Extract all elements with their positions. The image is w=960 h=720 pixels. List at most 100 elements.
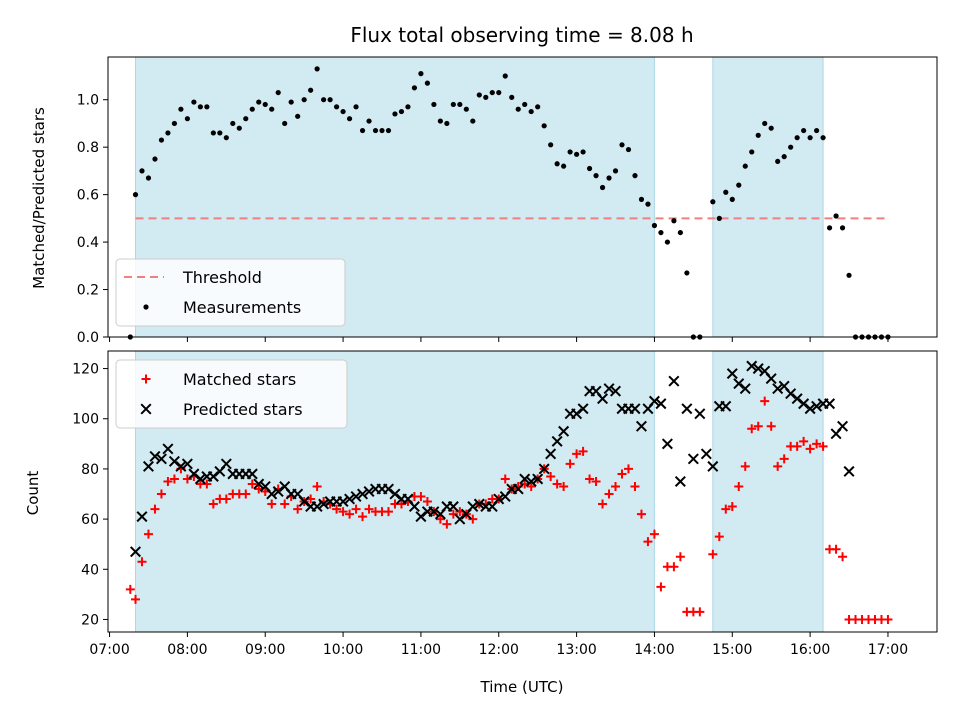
measurement-point [476, 92, 482, 98]
matched-stars-point [591, 476, 601, 486]
measurement-point [275, 89, 281, 96]
matched-stars-point [760, 396, 770, 406]
measurement-point [814, 127, 820, 134]
measurement-point [496, 89, 502, 96]
measurement-point [295, 113, 301, 119]
predicted-stars-point [350, 491, 362, 503]
measurement-point [424, 80, 431, 86]
predicted-stars-point [519, 473, 531, 485]
bottom-plot-frame [107, 350, 938, 633]
measurement-point [405, 104, 411, 110]
measurement-point [567, 149, 573, 155]
measurement-point [807, 135, 813, 141]
measurement-point [301, 97, 307, 103]
measurement-point [463, 106, 469, 112]
predicted-stars-point [162, 443, 174, 455]
matched-stars-point [345, 509, 355, 519]
matched-stars-point [559, 481, 569, 491]
measurement-point [288, 99, 294, 105]
measurement-point [132, 192, 139, 198]
matched-stars-point [636, 509, 646, 519]
predicted-stars-point [246, 468, 258, 480]
matched-stars-point [604, 489, 614, 499]
predicted-stars-point [298, 496, 310, 508]
measurement-point [625, 146, 632, 153]
bottom-legend-box [115, 359, 348, 429]
measurement-point [554, 161, 560, 167]
predicted-stars-point [408, 501, 420, 513]
top-y-tick-label: 0.8 [77, 140, 99, 156]
matched-stars-point [468, 514, 478, 524]
top-panel: 0.0 0.2 0.4 0.6 0.8 1.0 Threshold Measurements [77, 56, 938, 346]
measurement-point [353, 104, 359, 110]
matched-stars-point [714, 532, 724, 542]
matched-stars-point [546, 471, 556, 481]
measurement-point [632, 173, 638, 179]
matched-stars-point [598, 499, 608, 509]
predicted-stars-point [720, 400, 732, 412]
predicted-stars-point [648, 395, 660, 407]
measurement-point [444, 120, 450, 127]
predicted-stars-point [129, 546, 142, 558]
measurement-point [282, 120, 288, 127]
matched-stars-point [131, 594, 141, 604]
predicted-stars-point [428, 506, 440, 518]
predicted-stars-point [467, 501, 479, 513]
top-y-tick-label: 1.0 [77, 93, 99, 109]
top-y-tick-label: 0.4 [77, 235, 99, 251]
predicted-stars-point [473, 498, 485, 510]
predicted-stars-point [175, 460, 187, 472]
matched-stars-point [312, 481, 322, 491]
measurement-point [204, 104, 210, 110]
measurement-point [528, 108, 534, 115]
measurement-point [515, 106, 521, 112]
measurement-point [139, 168, 145, 174]
measurement-point [781, 154, 787, 160]
matched-stars-point [773, 461, 783, 471]
measurement-point [450, 101, 456, 108]
matched-stars-point [753, 421, 763, 431]
predicted-stars-point [772, 383, 784, 395]
predicted-stars-point [415, 511, 427, 523]
matched-stars-point [396, 499, 406, 509]
predicted-stars-point [188, 468, 200, 480]
measurement-point [379, 127, 385, 134]
measurement-point [262, 101, 268, 108]
matched-stars-point [416, 492, 426, 502]
measurement-point [152, 156, 158, 162]
legend-matched-swatch [141, 374, 151, 384]
measurement-point [586, 165, 593, 172]
predicted-stars-point [207, 470, 219, 482]
predicted-stars-point [765, 373, 777, 385]
matched-stars-point [565, 459, 575, 469]
measurement-point [762, 120, 768, 127]
bottom-y-tick-label: 100 [72, 412, 99, 428]
predicted-stars-point [610, 385, 622, 397]
measurement-point [599, 184, 606, 191]
predicted-stars-point [843, 465, 855, 477]
predicted-stars-point [493, 493, 505, 505]
matched-stars-point [435, 514, 445, 524]
measurement-point [755, 132, 761, 138]
x-tick-label: 17:00 [868, 642, 908, 658]
legend-threshold-label: Threshold [182, 268, 262, 287]
legend-matched-label: Matched stars [183, 370, 296, 389]
matched-stars-point [708, 549, 718, 559]
measurement-point [736, 182, 742, 188]
predicted-stars-point [512, 483, 524, 495]
measurement-point [165, 130, 171, 136]
measurement-point [210, 130, 216, 136]
measurement-point [820, 135, 826, 141]
predicted-stars-point [603, 383, 615, 395]
x-tick-label: 09:00 [245, 642, 285, 658]
predicted-stars-point [739, 383, 751, 395]
measurement-point [580, 149, 586, 155]
matched-stars-point [293, 504, 303, 514]
predicted-stars-point [804, 403, 816, 415]
measurement-point [431, 101, 437, 108]
predicted-stars-point [142, 460, 154, 472]
measurement-point [372, 127, 379, 134]
measurement-point [651, 222, 658, 229]
measurement-point [541, 123, 547, 129]
matched-stars-point [208, 499, 218, 509]
